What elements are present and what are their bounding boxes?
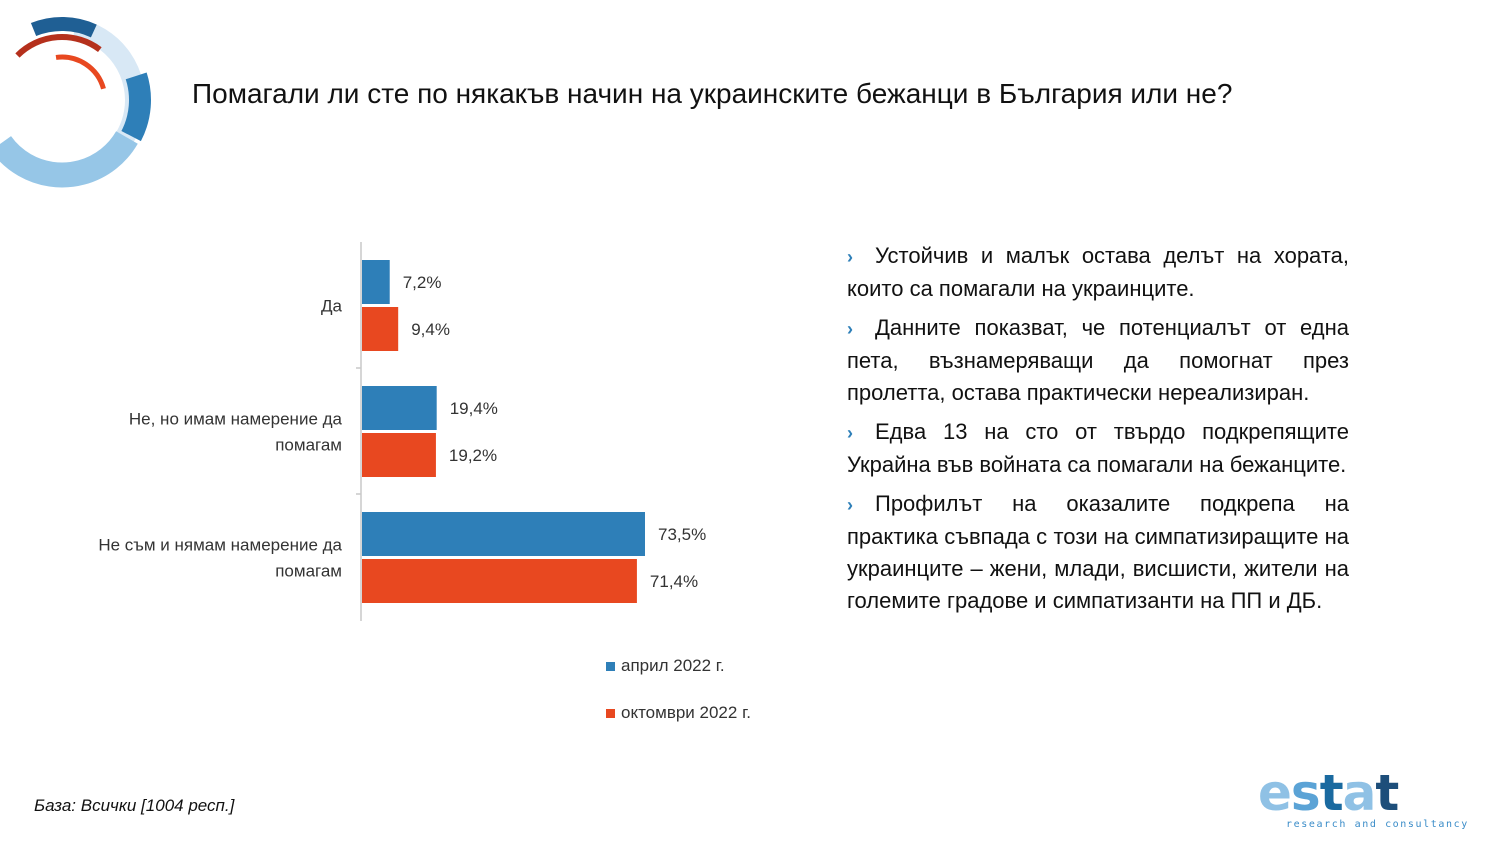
brand-letter: e bbox=[1258, 764, 1292, 822]
data-label: 73,5% bbox=[658, 525, 706, 544]
brand-letter: t bbox=[1375, 764, 1399, 822]
legend-label-april: април 2022 г. bbox=[621, 656, 725, 675]
estat-logo: e s t a t research and consultancy bbox=[1258, 764, 1470, 832]
chevron-right-icon: › bbox=[847, 319, 853, 339]
data-label: 71,4% bbox=[650, 572, 698, 591]
finding-item: › Профилът на оказалите подкрепа на практ… bbox=[847, 488, 1349, 617]
data-label: 7,2% bbox=[403, 273, 442, 292]
bar-chart: Да 7,2% 9,4% Не, но имам намерение да помага… bbox=[98, 242, 706, 621]
legend-swatch-october bbox=[606, 708, 615, 718]
legend-label-october: октомври 2022 г. bbox=[621, 703, 751, 722]
bar-october-2 bbox=[362, 559, 637, 603]
brand-letter: s bbox=[1290, 764, 1321, 822]
findings-list: › Устойчив и малък остава делът на хората… bbox=[847, 240, 1349, 624]
legend-item-april: април 2022 г. bbox=[606, 654, 751, 678]
category-label: помагам bbox=[275, 562, 342, 581]
ring-logo-icon bbox=[0, 11, 151, 189]
category-label: помагам bbox=[275, 436, 342, 455]
finding-text: Едва 13 на сто от твърдо подкрепящите Ук… bbox=[847, 419, 1349, 477]
category-label: Не, но имам намерение да bbox=[129, 410, 343, 429]
bar-april-2 bbox=[362, 512, 645, 556]
bar-october-0 bbox=[362, 307, 399, 351]
chevron-right-icon: › bbox=[847, 495, 853, 515]
finding-item: › Едва 13 на сто от твърдо подкрепящите У… bbox=[847, 416, 1349, 481]
page-title: Помагали ли сте по някакъв начин на укра… bbox=[192, 78, 1233, 109]
finding-item: › Данните показват, че потенциалът от едн… bbox=[847, 312, 1349, 409]
brand-letter: a bbox=[1342, 764, 1377, 822]
base-note: База: Всички [1004 респ.] bbox=[34, 796, 235, 815]
chart-legend: април 2022 г. октомври 2022 г. bbox=[606, 654, 751, 748]
data-label: 9,4% bbox=[411, 320, 450, 339]
legend-item-october: октомври 2022 г. bbox=[606, 701, 751, 725]
bar-april-0 bbox=[362, 260, 390, 304]
chevron-right-icon: › bbox=[847, 247, 853, 267]
finding-text: Данните показват, че потенциалът от една… bbox=[847, 315, 1349, 405]
finding-text: Профилът на оказалите подкрепа на практи… bbox=[847, 491, 1349, 613]
finding-text: Устойчив и малък остава делът на хората,… bbox=[847, 243, 1349, 301]
estat-wordmark: e s t a t bbox=[1258, 764, 1470, 822]
data-label: 19,2% bbox=[449, 446, 497, 465]
bar-october-1 bbox=[362, 433, 436, 477]
data-label: 19,4% bbox=[450, 399, 498, 418]
brand-tagline: research and consultancy bbox=[1286, 819, 1469, 830]
legend-swatch-april bbox=[606, 661, 615, 671]
brand-letter: t bbox=[1319, 764, 1344, 822]
bar-april-1 bbox=[362, 386, 437, 430]
finding-item: › Устойчив и малък остава делът на хората… bbox=[847, 240, 1349, 305]
category-label: Да bbox=[321, 297, 343, 316]
category-label: Не съм и нямам намерение да bbox=[98, 536, 342, 555]
chevron-right-icon: › bbox=[847, 423, 853, 443]
